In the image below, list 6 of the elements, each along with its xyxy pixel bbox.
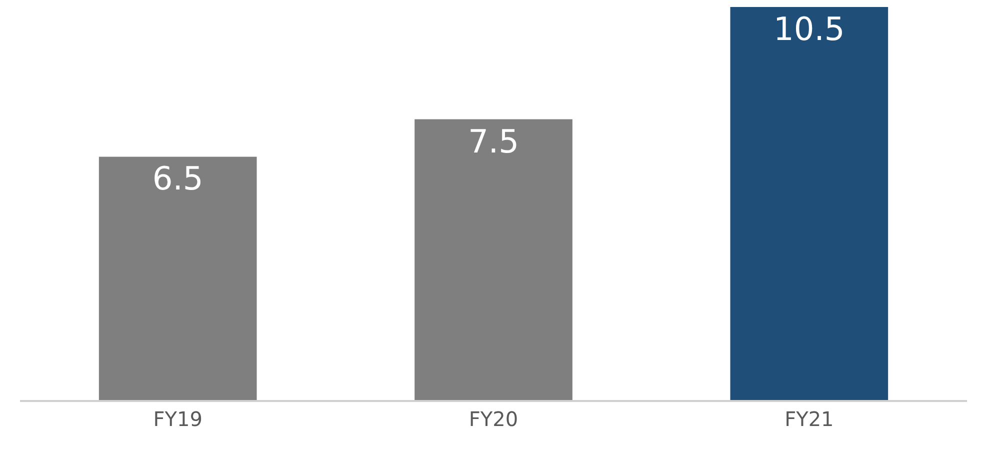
data-label: 6.5 <box>152 160 204 198</box>
x-tick-label: FY20 <box>468 407 518 431</box>
x-tick-label: FY19 <box>153 407 202 431</box>
data-label: 10.5 <box>774 10 845 48</box>
x-tick-label: FY21 <box>784 407 834 431</box>
data-label: 7.5 <box>468 122 519 160</box>
